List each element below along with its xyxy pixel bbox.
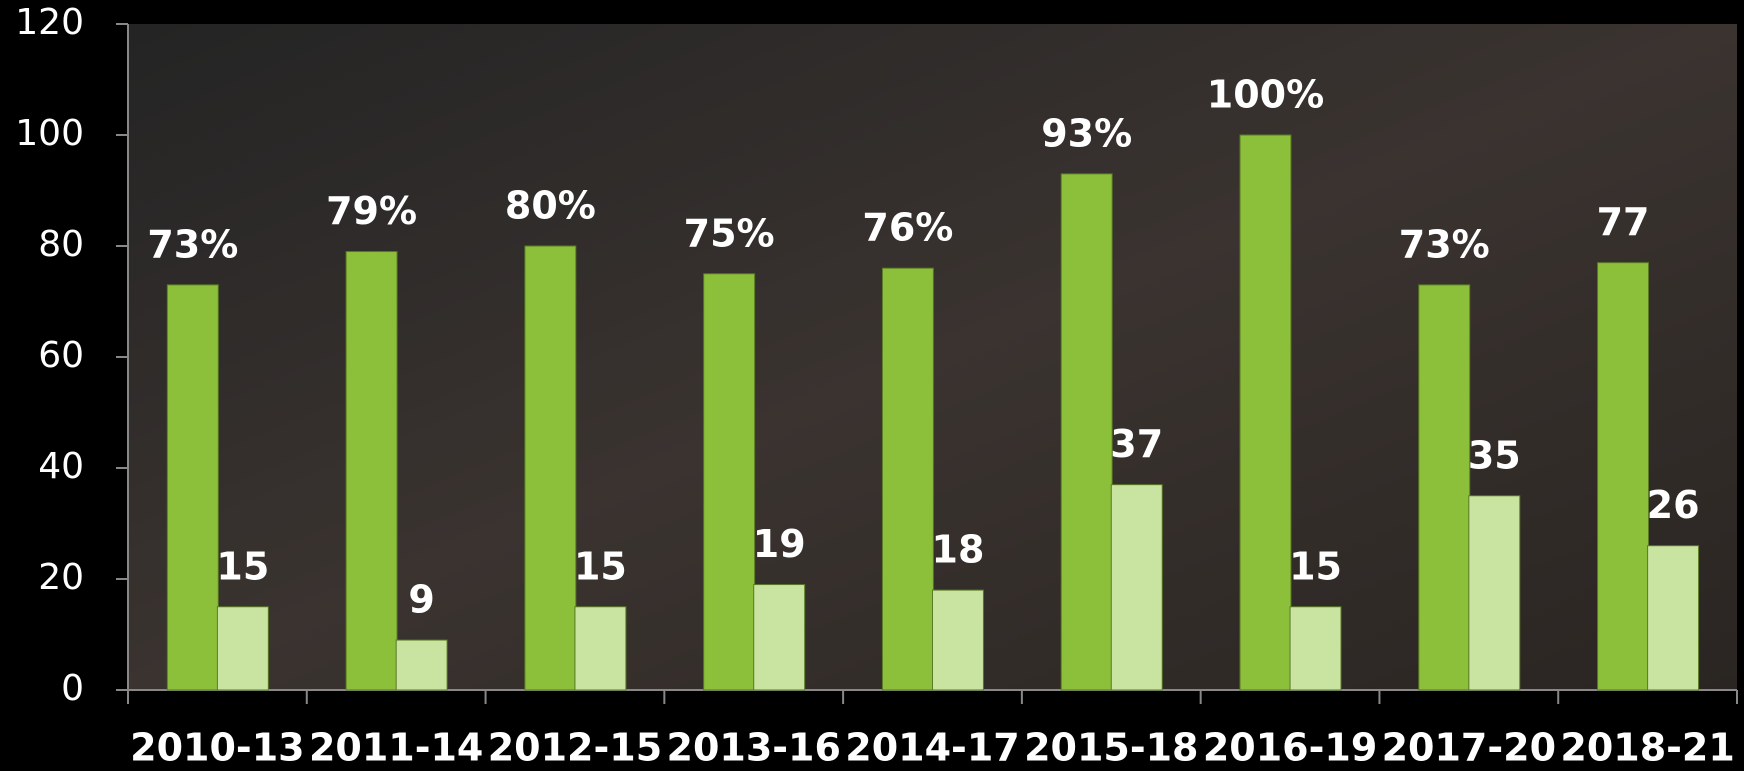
x-tick-label: 2017-20 — [1382, 726, 1556, 770]
x-tick-label: 2011-14 — [309, 726, 483, 770]
bar — [216, 606, 269, 691]
y-tick-label: 80 — [38, 224, 84, 265]
bar — [932, 589, 984, 691]
y-tick-label: 40 — [38, 446, 84, 487]
y-tick-label: 0 — [61, 668, 84, 709]
value-label: 77 — [1597, 200, 1650, 244]
bar — [703, 273, 756, 691]
value-label: 18 — [932, 528, 985, 572]
y-tick-label: 60 — [38, 335, 84, 376]
value-label: 73% — [147, 222, 238, 266]
value-label: 35 — [1468, 433, 1521, 477]
value-label: 75% — [684, 211, 775, 255]
bar — [1468, 495, 1521, 691]
bar — [345, 251, 398, 691]
value-label: 93% — [1041, 111, 1132, 155]
bar — [1418, 284, 1471, 691]
value-label: 73% — [1399, 222, 1490, 266]
value-label: 9 — [408, 578, 434, 622]
value-label: 19 — [753, 522, 806, 566]
value-label: 26 — [1647, 483, 1700, 527]
value-label: 100% — [1207, 73, 1324, 117]
x-tick-label: 2014-17 — [845, 726, 1019, 770]
bar — [166, 284, 219, 691]
x-tick-label: 2016-19 — [1203, 726, 1377, 770]
y-tick-label: 120 — [15, 2, 84, 43]
value-label: 37 — [1110, 422, 1163, 466]
x-tick-label: 2013-16 — [667, 726, 841, 770]
x-tick-label: 2015-18 — [1024, 726, 1198, 770]
value-label: 15 — [216, 544, 269, 588]
bar — [881, 267, 934, 691]
bar — [395, 639, 448, 691]
bar — [1597, 262, 1650, 691]
value-label: 15 — [574, 544, 627, 588]
bar — [574, 606, 627, 691]
bar — [753, 584, 806, 691]
x-tick-label: 2012-15 — [488, 726, 662, 770]
value-label: 79% — [326, 189, 417, 233]
bar — [1110, 484, 1163, 691]
value-label: 76% — [862, 206, 953, 250]
y-tick-label: 100 — [15, 113, 84, 154]
bar — [1060, 173, 1113, 691]
x-tick-label: 2018-21 — [1560, 726, 1734, 770]
x-tick-label: 2010-13 — [130, 726, 304, 770]
bar — [1239, 134, 1292, 691]
bar — [524, 245, 577, 691]
y-tick-label: 20 — [38, 557, 84, 598]
bar — [1289, 606, 1342, 691]
value-label: 15 — [1289, 544, 1342, 588]
bar — [1647, 545, 1700, 691]
value-label: 80% — [505, 184, 596, 228]
